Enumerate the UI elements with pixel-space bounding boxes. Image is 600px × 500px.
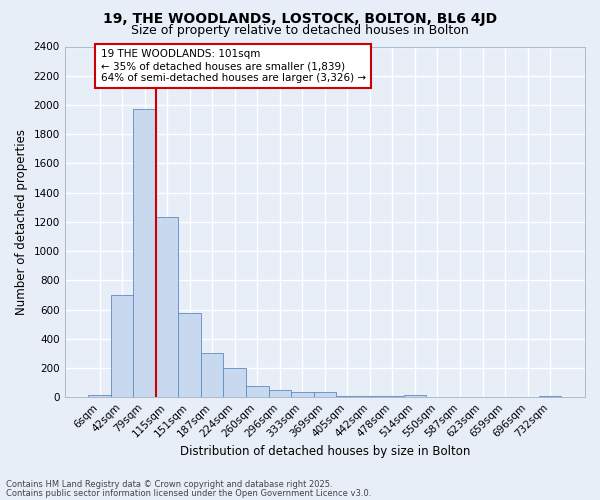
Text: 19, THE WOODLANDS, LOSTOCK, BOLTON, BL6 4JD: 19, THE WOODLANDS, LOSTOCK, BOLTON, BL6 … [103,12,497,26]
Y-axis label: Number of detached properties: Number of detached properties [15,129,28,315]
Bar [336,396,359,397]
Bar [381,396,404,397]
Bar [223,368,246,397]
X-axis label: Distribution of detached houses by size in Bolton: Distribution of detached houses by size … [179,444,470,458]
Bar [133,110,156,397]
Bar [539,396,562,397]
Bar [88,395,111,397]
Bar [359,396,381,397]
Bar [404,395,426,397]
Text: Size of property relative to detached houses in Bolton: Size of property relative to detached ho… [131,24,469,37]
Bar [178,313,201,397]
Bar [111,295,133,397]
Bar [201,352,223,397]
Text: 19 THE WOODLANDS: 101sqm
← 35% of detached houses are smaller (1,839)
64% of sem: 19 THE WOODLANDS: 101sqm ← 35% of detach… [101,50,366,82]
Bar [246,386,269,397]
Bar [156,218,178,397]
Text: Contains public sector information licensed under the Open Government Licence v3: Contains public sector information licen… [6,488,371,498]
Bar [314,392,336,397]
Bar [291,392,314,397]
Bar [269,390,291,397]
Text: Contains HM Land Registry data © Crown copyright and database right 2025.: Contains HM Land Registry data © Crown c… [6,480,332,489]
